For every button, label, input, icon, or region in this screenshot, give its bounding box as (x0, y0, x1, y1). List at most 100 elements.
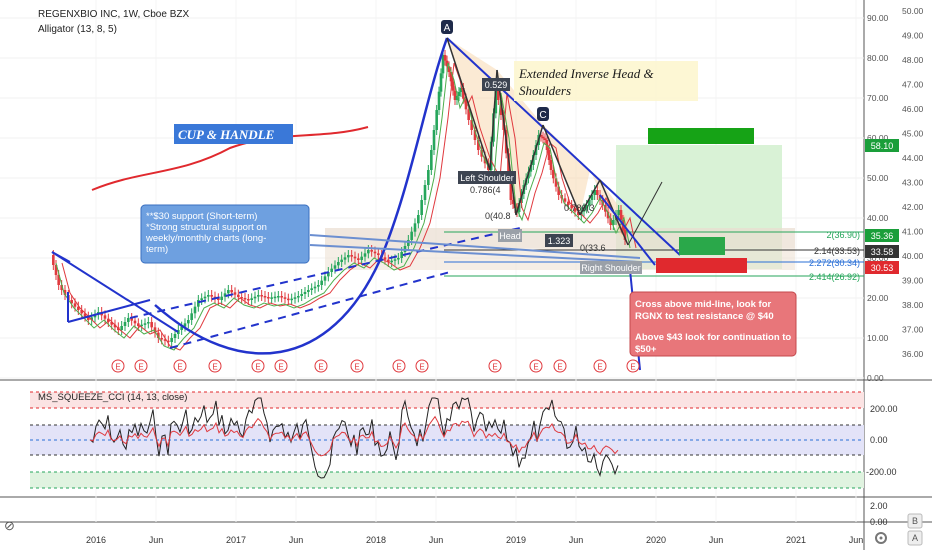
candle-body (577, 211, 580, 215)
earnings-marker[interactable]: E (392, 359, 406, 373)
candle-body (573, 208, 577, 212)
candle-body (313, 286, 317, 289)
earnings-marker[interactable]: E (350, 359, 364, 373)
candle-body (153, 327, 157, 333)
pattern-title-1: Extended Inverse Head & (518, 66, 655, 81)
candle-body (541, 136, 545, 139)
take-profit-box (648, 128, 754, 144)
svg-text:E: E (115, 363, 120, 372)
right-shoulder-label: Right Shoulder (580, 261, 642, 274)
candle-body (180, 326, 183, 330)
x-tick-label: Jun (849, 535, 864, 545)
svg-text:B: B (912, 516, 918, 526)
candle-body (447, 66, 451, 72)
candle-body (277, 296, 280, 298)
svg-text:A: A (444, 23, 451, 34)
earnings-marker[interactable]: E (274, 359, 288, 373)
earnings-marker[interactable]: E (134, 359, 148, 373)
callout-pointer-1 (309, 234, 641, 259)
candle-body (173, 334, 177, 338)
ratio-label-2: 1.323 (545, 234, 573, 247)
candle-body (137, 323, 140, 326)
cci-signal-line (89, 415, 619, 457)
candle-body (494, 85, 498, 114)
earnings-marker[interactable]: E (593, 359, 607, 373)
earnings-marker[interactable]: E (529, 359, 543, 373)
candle-body (203, 296, 207, 299)
y-tick-label: 50.00 (867, 173, 889, 183)
log-scale-button[interactable]: B (907, 513, 923, 529)
y-tick-label-right: 46.00 (902, 104, 924, 114)
candle-body (323, 276, 327, 281)
candle-body (163, 339, 167, 341)
candle-body (300, 294, 303, 296)
gear-icon[interactable] (875, 532, 887, 544)
ratio-label-1: 0.529 (482, 78, 510, 91)
left-scale: 90.0080.0070.0060.0050.0040.0030.0020.00… (867, 13, 889, 383)
y-tick-label-right: 47.00 (902, 80, 924, 90)
candle-body (237, 294, 240, 297)
candle-body (390, 260, 393, 263)
earnings-marker[interactable]: E (553, 359, 567, 373)
candle-body (170, 338, 173, 342)
candle-body (93, 314, 97, 318)
earnings-marker[interactable]: E (173, 359, 187, 373)
candle-body (217, 298, 220, 300)
trendline-start (51, 251, 71, 263)
candle-body (347, 255, 350, 258)
time-axis: 2016 Jun 2017 Jun 2018 Jun 2019 Jun 2020 Jun 2021 J… (86, 535, 863, 545)
candle-body (167, 340, 170, 343)
channel-bottom (169, 271, 451, 349)
candle-body (290, 298, 293, 301)
price-label-58: 58.10 (865, 139, 899, 152)
left-shoulder-label: Left Shoulder (458, 171, 516, 184)
ratio-label-6: 0(33.6 (580, 243, 606, 253)
earnings-marker[interactable]: E (626, 359, 640, 373)
earnings-marker[interactable]: E (208, 359, 222, 373)
oscillator-title: MS_SQUEEZE_CCI (14, 13, close) (38, 392, 187, 403)
candle-body (543, 138, 547, 140)
candle-body (147, 322, 150, 324)
y-tick-label: 80.00 (867, 53, 889, 63)
candle-body (439, 73, 443, 92)
earnings-marker[interactable]: E (415, 359, 429, 373)
earnings-marker[interactable]: E (314, 359, 328, 373)
candle-body (619, 210, 623, 220)
support-line-3: weekly/monthly charts (long- (145, 233, 266, 244)
candle-body (350, 255, 353, 257)
auto-scale-button[interactable]: A (907, 530, 923, 546)
target-callout (629, 291, 797, 357)
head-label: Head (498, 229, 522, 242)
candle-body (373, 251, 377, 254)
earnings-marker[interactable]: E (111, 359, 125, 373)
candle-body (532, 155, 535, 165)
candle-body (413, 223, 417, 232)
candle-body (353, 256, 357, 259)
svg-text:E: E (557, 363, 562, 372)
candle-body (552, 170, 555, 179)
candle-body (453, 90, 457, 100)
y-tick-label-right: 48.00 (902, 55, 924, 65)
x-tick-label: Jun (289, 535, 304, 545)
tv-logo-icon[interactable]: ⊘ (4, 518, 15, 533)
candle-body (357, 258, 360, 260)
candle-body (400, 252, 403, 258)
y-tick-label-right: 49.00 (902, 31, 924, 41)
candle-body (449, 72, 453, 82)
x-tick-label: Jun (149, 535, 164, 545)
cup-handle-label: CUP & HANDLE (178, 127, 275, 142)
x-tick-label: 2020 (646, 535, 666, 545)
candle-body (220, 296, 223, 300)
candle-body (497, 85, 500, 100)
earnings-marker[interactable]: E (251, 359, 265, 373)
support-callout (140, 204, 310, 264)
earnings-marker[interactable]: E (488, 359, 502, 373)
candle-body (337, 262, 340, 266)
svg-text:E: E (212, 363, 217, 372)
svg-text:0.529: 0.529 (485, 80, 508, 90)
point-c-marker: C (537, 107, 549, 121)
candle-body (410, 231, 413, 240)
candle-body (423, 185, 427, 200)
candle-body (157, 332, 160, 338)
